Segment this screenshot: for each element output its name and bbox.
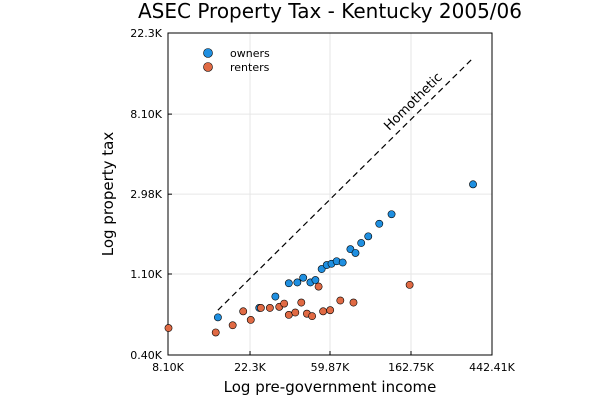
y-tick-label: 2.98K xyxy=(130,188,162,201)
point-owners xyxy=(271,292,280,301)
y-tick-label: 8.10K xyxy=(130,108,162,121)
tick-labels: 8.10K 22.3K 59.87K 162.75K 442.41K 0.40K 1.10K… xyxy=(130,27,515,374)
homothetic-label: Homothetic xyxy=(381,70,445,134)
point-renters xyxy=(280,299,289,308)
point-owners xyxy=(469,180,477,189)
point-renters xyxy=(246,316,255,324)
y-tick-label: 1.10K xyxy=(130,268,162,281)
point-renters xyxy=(211,328,220,337)
point-renters xyxy=(265,304,274,312)
point-renters xyxy=(405,280,414,289)
x-tick-label: 59.87K xyxy=(311,361,350,374)
point-owners xyxy=(299,273,308,282)
point-renters xyxy=(164,324,173,332)
point-renters xyxy=(326,306,335,315)
point-owners xyxy=(338,258,347,267)
point-renters xyxy=(256,304,265,312)
x-tick-label: 162.75K xyxy=(388,361,434,374)
point-owners xyxy=(351,249,360,257)
x-tick-label: 22.3K xyxy=(234,361,266,374)
point-owners xyxy=(311,276,320,284)
point-owners xyxy=(214,313,222,322)
point-owners xyxy=(293,278,302,287)
point-owners xyxy=(364,232,373,241)
point-renters xyxy=(297,298,306,307)
data-points xyxy=(164,180,477,337)
point-renters xyxy=(284,310,293,319)
y-tick-label: 0.40K xyxy=(130,349,162,362)
x-tick-label: 8.10K xyxy=(152,361,184,374)
point-renters xyxy=(319,307,328,316)
legend-label-owners: owners xyxy=(230,47,270,60)
point-renters xyxy=(349,298,358,307)
point-owners xyxy=(284,279,293,288)
point-owners xyxy=(375,219,384,228)
point-renters xyxy=(314,282,323,291)
legend-marker-renters xyxy=(203,62,213,72)
homothetic-line xyxy=(217,57,474,311)
point-renters xyxy=(336,296,345,305)
legend-label-renters: renters xyxy=(230,61,270,74)
y-axis-label: Log property tax xyxy=(99,132,117,257)
point-renters xyxy=(228,321,237,330)
legend: owners renters xyxy=(203,47,270,74)
x-axis-label: Log pre-government income xyxy=(224,378,437,396)
y-tick-label: 22.3K xyxy=(130,27,162,40)
chart-title: ASEC Property Tax - Kentucky 2005/06 xyxy=(138,0,522,23)
legend-marker-owners xyxy=(203,48,213,58)
x-tick-label: 442.41K xyxy=(469,361,515,374)
reference-line-group: Homothetic xyxy=(217,57,474,311)
point-renters xyxy=(308,312,317,321)
point-owners xyxy=(317,265,326,273)
point-owners xyxy=(387,210,396,219)
point-renters xyxy=(239,307,248,316)
point-owners xyxy=(357,239,366,247)
point-renters xyxy=(291,308,300,317)
